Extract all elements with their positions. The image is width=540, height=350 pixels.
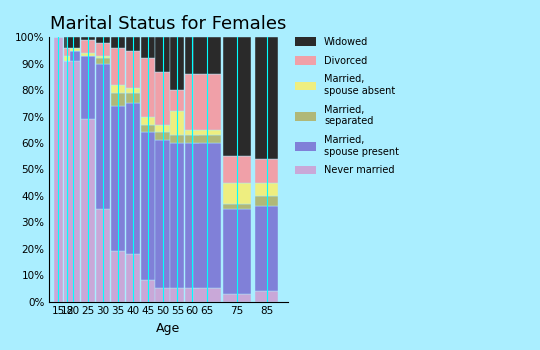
Bar: [156, 140, 170, 288]
Bar: [223, 294, 251, 302]
Bar: [140, 37, 154, 58]
Bar: [81, 119, 95, 302]
Bar: [170, 135, 185, 143]
Bar: [185, 74, 199, 130]
Bar: [54, 37, 63, 302]
Bar: [156, 72, 170, 125]
Bar: [126, 88, 140, 93]
Bar: [81, 53, 95, 56]
Bar: [64, 56, 70, 61]
Bar: [193, 130, 221, 135]
Bar: [64, 37, 70, 48]
Bar: [170, 288, 185, 302]
Bar: [96, 37, 110, 43]
Bar: [140, 280, 154, 302]
Bar: [81, 37, 95, 40]
Bar: [185, 37, 199, 74]
Title: Marital Status for Females: Marital Status for Females: [50, 15, 287, 33]
Bar: [193, 74, 221, 130]
Bar: [156, 125, 170, 132]
Bar: [111, 106, 125, 251]
Bar: [185, 130, 199, 135]
Bar: [140, 132, 154, 280]
Bar: [111, 48, 125, 85]
Bar: [170, 37, 185, 90]
Bar: [66, 61, 80, 302]
Bar: [126, 50, 140, 88]
Bar: [170, 90, 185, 111]
Bar: [255, 183, 278, 196]
Bar: [66, 37, 80, 48]
Bar: [66, 50, 80, 61]
Bar: [255, 37, 278, 159]
Bar: [111, 85, 125, 93]
Bar: [170, 143, 185, 288]
Bar: [66, 48, 80, 50]
Bar: [140, 117, 154, 125]
Bar: [193, 135, 221, 143]
Bar: [96, 209, 110, 302]
Legend: Widowed, Divorced, Married,
spouse absent, Married,
separated, Married,
spouse p: Widowed, Divorced, Married, spouse absen…: [295, 37, 399, 175]
Bar: [185, 143, 199, 288]
Bar: [193, 288, 221, 302]
Bar: [126, 254, 140, 302]
Bar: [126, 93, 140, 103]
Bar: [223, 156, 251, 183]
Bar: [126, 103, 140, 254]
Bar: [96, 58, 110, 64]
Bar: [140, 125, 154, 132]
Bar: [223, 204, 251, 209]
Bar: [156, 37, 170, 72]
Bar: [111, 251, 125, 302]
Bar: [223, 37, 251, 156]
Bar: [96, 64, 110, 209]
Bar: [193, 143, 221, 288]
Bar: [96, 43, 110, 56]
X-axis label: Age: Age: [157, 322, 180, 335]
Bar: [111, 37, 125, 48]
Bar: [156, 132, 170, 140]
Bar: [96, 56, 110, 58]
Bar: [255, 159, 278, 183]
Bar: [193, 37, 221, 74]
Bar: [111, 93, 125, 106]
Bar: [81, 56, 95, 119]
Bar: [223, 183, 251, 204]
Bar: [126, 37, 140, 50]
Bar: [255, 196, 278, 206]
Bar: [140, 58, 154, 117]
Bar: [223, 209, 251, 294]
Bar: [156, 288, 170, 302]
Bar: [255, 291, 278, 302]
Bar: [185, 288, 199, 302]
Bar: [64, 61, 70, 302]
Bar: [64, 48, 70, 56]
Bar: [81, 40, 95, 53]
Bar: [170, 111, 185, 135]
Bar: [255, 206, 278, 291]
Bar: [185, 135, 199, 143]
